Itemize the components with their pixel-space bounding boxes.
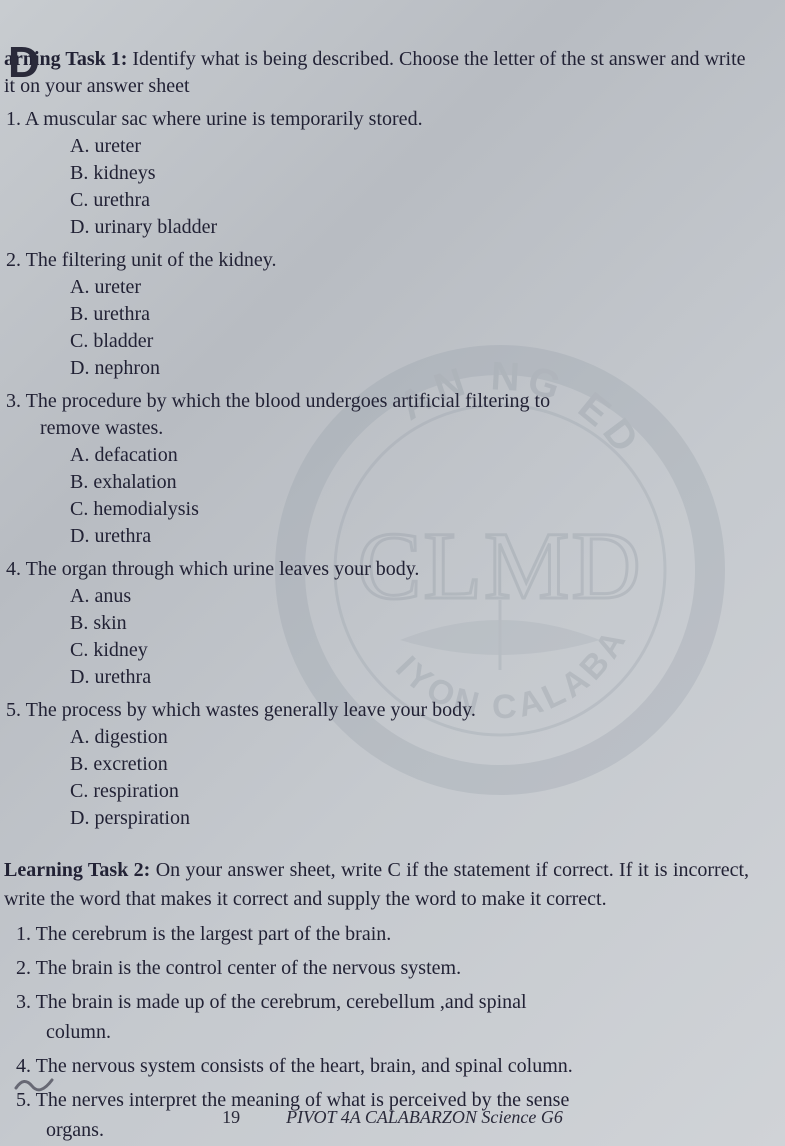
q3-option-c: C. hemodialysis <box>70 496 755 523</box>
task1-intro: arning Task 1: Identify what is being de… <box>4 46 755 100</box>
q2-option-d: D. nephron <box>70 355 755 382</box>
q3-option-d: D. urethra <box>70 523 755 550</box>
q2-option-b: B. urethra <box>70 301 755 328</box>
q2-text: The filtering unit of the kidney. <box>26 249 277 271</box>
q1-option-a: A. ureter <box>70 133 755 160</box>
q2-option-c: C. bladder <box>70 328 755 355</box>
q5-num: 5. <box>6 699 21 721</box>
task2-intro: Learning Task 2: On your answer sheet, w… <box>4 856 749 914</box>
q2-options: A. ureter B. urethra C. bladder D. nephr… <box>70 274 755 382</box>
q1-text: A muscular sac where urine is temporaril… <box>25 108 423 130</box>
question-2: 2. The filtering unit of the kidney. <box>6 247 755 274</box>
statement-5: 5. The nerves interpret the meaning of w… <box>16 1086 755 1114</box>
q4-option-c: C. kidney <box>70 637 755 664</box>
q5-option-a: A. digestion <box>70 724 755 751</box>
q5-option-d: D. perspiration <box>70 805 755 832</box>
q4-option-b: B. skin <box>70 610 755 637</box>
q5-option-b: B. excretion <box>70 751 755 778</box>
q1-option-d: D. urinary bladder <box>70 214 755 241</box>
q1-options: A. ureter B. kidneys C. urethra D. urina… <box>70 133 755 241</box>
statement-4: 4. The nervous system consists of the he… <box>16 1052 755 1080</box>
q5-options: A. digestion B. excretion C. respiration… <box>70 724 755 832</box>
q1-option-b: B. kidneys <box>70 160 755 187</box>
statement-3: 3. The brain is made up of the cerebrum,… <box>16 988 755 1016</box>
corner-letter: D <box>8 38 40 88</box>
q4-text: The organ through which urine leaves you… <box>26 558 420 580</box>
question-3: 3. The procedure by which the blood unde… <box>6 388 755 415</box>
q4-option-a: A. anus <box>70 583 755 610</box>
q3-option-b: B. exhalation <box>70 469 755 496</box>
statement-2: 2. The brain is the control center of th… <box>16 954 755 982</box>
question-4: 4. The organ through which urine leaves … <box>6 556 755 583</box>
task2-label: Learning Task 2: <box>4 859 150 881</box>
q3-option-a: A. defacation <box>70 442 755 469</box>
q1-option-c: C. urethra <box>70 187 755 214</box>
q3-options: A. defacation B. exhalation C. hemodialy… <box>70 442 755 550</box>
task2-statements: 1. The cerebrum is the largest part of t… <box>16 920 755 1144</box>
q4-num: 4. <box>6 558 21 580</box>
q4-option-d: D. urethra <box>70 664 755 691</box>
q5-option-c: C. respiration <box>70 778 755 805</box>
q3-text: The procedure by which the blood undergo… <box>26 390 550 412</box>
q3-num: 3. <box>6 390 21 412</box>
q2-num: 2. <box>6 249 21 271</box>
question-5: 5. The process by which wastes generally… <box>6 697 755 724</box>
q1-num: 1. <box>6 108 21 130</box>
question-1: 1. A muscular sac where urine is tempora… <box>6 106 755 133</box>
q3-text2: remove wastes. <box>40 415 755 442</box>
statement-3-line2: column. <box>16 1018 755 1046</box>
statement-1: 1. The cerebrum is the largest part of t… <box>16 920 755 948</box>
statement-5-line2: organs. <box>16 1116 755 1144</box>
q5-text: The process by which wastes generally le… <box>26 699 476 721</box>
q2-option-a: A. ureter <box>70 274 755 301</box>
q4-options: A. anus B. skin C. kidney D. urethra <box>70 583 755 691</box>
